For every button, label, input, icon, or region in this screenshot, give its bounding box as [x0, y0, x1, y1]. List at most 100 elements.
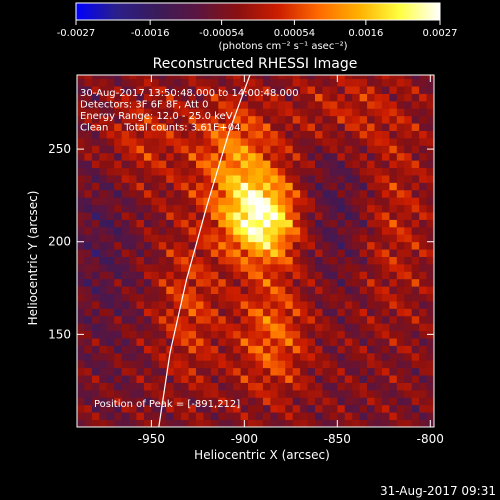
heatmap-cell [114, 323, 123, 332]
heatmap-cell [322, 286, 331, 295]
heatmap-cell [158, 241, 167, 250]
heatmap-cell [158, 226, 167, 235]
heatmap-cell [374, 204, 383, 213]
plot-frame [76, 74, 435, 428]
heatmap-cell [411, 86, 420, 94]
heatmap-cell [374, 137, 383, 146]
heatmap-cell [129, 78, 137, 87]
heatmap-cell [426, 263, 434, 272]
heatmap-cell [106, 389, 115, 398]
heatmap-cell [262, 219, 271, 228]
heatmap-cell [151, 360, 160, 369]
heatmap-cell [129, 278, 137, 287]
heatmap-cell [210, 189, 219, 198]
heatmap-cell [240, 315, 249, 324]
heatmap-cell [255, 108, 264, 117]
heatmap-cell [136, 352, 145, 361]
heatmap-cell [352, 293, 361, 302]
heatmap-cell [359, 175, 368, 183]
heatmap-cell [285, 286, 294, 295]
heatmap-cell [426, 367, 434, 376]
heatmap-cell [233, 352, 242, 361]
heatmap-cell [426, 412, 434, 420]
heatmap-cell [262, 212, 271, 220]
heatmap-cell [158, 197, 167, 206]
heatmap-cell [158, 360, 167, 369]
heatmap-cell [233, 323, 242, 332]
heatmap-cell [344, 286, 353, 295]
heatmap-cell [240, 330, 249, 339]
heatmap-cell [374, 389, 383, 398]
heatmap-cell [114, 278, 123, 287]
heatmap-cell [307, 145, 316, 154]
heatmap-cell [151, 226, 160, 235]
heatmap-cell [173, 241, 182, 250]
heatmap-cell [359, 137, 368, 146]
heatmap-cell [315, 315, 323, 324]
heatmap-cell [84, 389, 93, 398]
heatmap-cell [136, 301, 145, 309]
heatmap-cell [329, 152, 338, 161]
heatmap-cell [419, 219, 427, 228]
heatmap-cell [248, 263, 256, 272]
heatmap-cell [292, 78, 301, 87]
heatmap-cell [367, 137, 375, 146]
heatmap-cell [426, 137, 434, 146]
heatmap-cell [233, 330, 242, 339]
heatmap-cell [173, 286, 182, 295]
heatmap-cell [196, 182, 204, 191]
heatmap-cell [292, 226, 301, 235]
heatmap-cell [129, 175, 137, 183]
heatmap-cell [367, 226, 375, 235]
heatmap-cell [218, 330, 227, 339]
heatmap-cell [277, 315, 286, 324]
heatmap-cell [396, 204, 405, 213]
heatmap-cell [367, 152, 375, 161]
heatmap-cell [151, 234, 160, 243]
heatmap-cell [173, 219, 182, 228]
heatmap-cell [188, 404, 197, 413]
heatmap-cell [181, 286, 189, 295]
heatmap-cell [106, 226, 115, 235]
heatmap-cell [367, 182, 375, 191]
heatmap-cell [307, 189, 316, 198]
heatmap-cell [307, 175, 316, 183]
heatmap-cell [262, 226, 271, 235]
heatmap-cell [381, 115, 390, 124]
heatmap-cell [352, 160, 361, 169]
heatmap-cell [344, 389, 353, 398]
heatmap-cell [121, 234, 130, 243]
heatmap-cell [255, 286, 264, 295]
heatmap-cell [240, 352, 249, 361]
heatmap-cell [381, 352, 390, 361]
heatmap-cell [404, 389, 413, 398]
heatmap-cell [210, 330, 219, 339]
heatmap-cell [143, 115, 152, 124]
heatmap-cell [270, 345, 279, 354]
heatmap-cell [210, 167, 219, 176]
heatmap-cell [367, 367, 375, 376]
heatmap-cell [143, 108, 152, 117]
heatmap-cell [218, 308, 227, 317]
heatmap-cell [337, 345, 346, 354]
heatmap-cell [426, 271, 434, 280]
heatmap-cell [121, 145, 130, 154]
heatmap-cell [218, 167, 227, 176]
heatmap-cell [91, 189, 100, 198]
heatmap-cell [285, 412, 294, 420]
heatmap-cell [389, 226, 398, 235]
heatmap-cell [337, 93, 346, 102]
heatmap-cell [277, 338, 286, 346]
heatmap-cell [84, 108, 93, 117]
heatmap-cell [166, 308, 175, 317]
heatmap-cell [136, 256, 145, 265]
heatmap-cell [84, 249, 93, 257]
heatmap-cell [285, 330, 294, 339]
heatmap-cell [381, 389, 390, 398]
heatmap-cell [270, 360, 279, 369]
heatmap-cell [99, 86, 108, 94]
heatmap-cell [352, 360, 361, 369]
heatmap-cell [374, 375, 383, 383]
heatmap-cell [277, 419, 286, 427]
heatmap-cell [262, 197, 271, 206]
